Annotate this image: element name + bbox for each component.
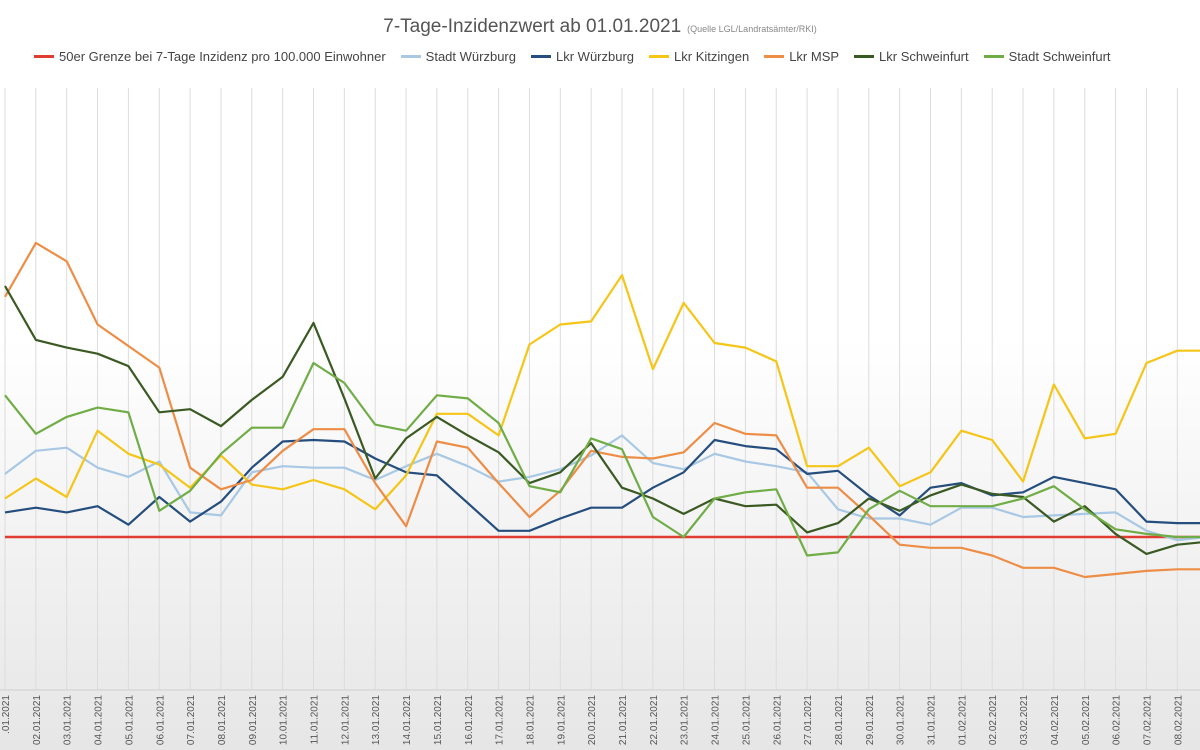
series-line-6 xyxy=(4,361,1200,557)
legend-label: 50er Grenze bei 7-Tage Inzidenz pro 100.… xyxy=(59,48,386,64)
x-tick-label: 03.01.2021 xyxy=(63,695,74,745)
x-tick-label: 06.01.2021 xyxy=(155,695,166,745)
chart-title: 7-Tage-Inzidenzwert ab 01.01.2021 (Quelle… xyxy=(0,16,1200,38)
x-tick-label: 16.01.2021 xyxy=(464,695,475,745)
legend-label: Stadt Würzburg xyxy=(425,48,516,64)
x-tick-label: 05.01.2021 xyxy=(124,695,135,745)
legend-swatch xyxy=(531,54,551,58)
legend-label: Lkr Schweinfurt xyxy=(879,48,969,64)
series-line-2 xyxy=(4,438,1200,532)
legend-item: Lkr Schweinfurt xyxy=(854,49,969,64)
chart-subtitle: (Quelle LGL/Landratsämter/RKI) xyxy=(687,24,817,34)
legend-swatch xyxy=(983,54,1004,58)
x-tick-label: 23.01.2021 xyxy=(680,695,691,745)
x-tick-label: 05.02.2021 xyxy=(1081,695,1092,745)
x-tick-label: 18.01.2021 xyxy=(525,695,536,745)
legend-item: 50er Grenze bei 7-Tage Inzidenz pro 100.… xyxy=(34,49,386,64)
series-line-3 xyxy=(4,274,1200,511)
legend-swatch xyxy=(34,54,54,58)
legend-label: Lkr Kitzingen xyxy=(674,48,750,64)
x-tick-label: 04.02.2021 xyxy=(1050,695,1061,745)
x-tick-label: 15.01.2021 xyxy=(433,695,444,745)
x-tick-label: 30.01.2021 xyxy=(896,695,907,745)
legend-item: Lkr Kitzingen xyxy=(649,49,749,64)
legend-swatch xyxy=(764,54,785,58)
legend-label: Stadt Schweinfurt xyxy=(1008,48,1111,64)
x-tick-label: 10.01.2021 xyxy=(279,695,290,745)
x-tick-label: 06.02.2021 xyxy=(1112,695,1123,745)
x-tick-label: 07.01.2021 xyxy=(186,695,197,745)
legend-item: Lkr Würzburg xyxy=(531,49,634,64)
x-tick-label: 29.01.2021 xyxy=(865,695,876,745)
x-tick-label: 21.01.2021 xyxy=(618,695,629,745)
legend-item: Stadt Würzburg xyxy=(400,48,516,64)
x-tick-label: 31.01.2021 xyxy=(927,695,938,745)
x-tick-label: 25.01.2021 xyxy=(741,695,752,745)
x-tick-label: .01.2021 xyxy=(1,695,12,734)
x-tick-label: 08.02.2021 xyxy=(1173,695,1184,745)
x-tick-label: 03.02.2021 xyxy=(1019,695,1030,745)
chart-title-text: 7-Tage-Inzidenzwert ab 01.01.2021 xyxy=(383,16,682,37)
x-tick-label: 28.01.2021 xyxy=(834,695,845,745)
x-tick-label: 11.01.2021 xyxy=(310,695,321,745)
x-tick-label: 26.01.2021 xyxy=(772,695,783,745)
x-tick-label: 24.01.2021 xyxy=(711,695,722,745)
x-tick-label: 04.01.2021 xyxy=(94,695,105,745)
x-tick-label: 12.01.2021 xyxy=(340,695,351,745)
x-tick-label: 02.01.2021 xyxy=(32,695,43,745)
x-tick-label: 20.01.2021 xyxy=(587,695,598,745)
legend-swatch xyxy=(400,54,421,58)
x-tick-label: 17.01.2021 xyxy=(495,695,506,745)
legend-label: Lkr MSP xyxy=(789,48,840,64)
x-tick-label: 09.01.2021 xyxy=(248,695,259,745)
series-line-1 xyxy=(4,434,1200,542)
x-tick-label: 14.01.2021 xyxy=(402,695,413,745)
x-tick-label: 08.01.2021 xyxy=(217,695,228,745)
x-tick-label: 02.02.2021 xyxy=(988,695,999,745)
legend-item: Stadt Schweinfurt xyxy=(983,48,1111,64)
x-tick-label: 27.01.2021 xyxy=(803,695,814,745)
x-tick-label: 01.02.2021 xyxy=(957,695,968,745)
legend-swatch xyxy=(649,54,670,58)
x-tick-label: 07.02.2021 xyxy=(1142,695,1153,745)
x-tick-label: 13.01.2021 xyxy=(371,695,382,745)
legend-swatch xyxy=(854,54,875,58)
chart-legend: 50er Grenze bei 7-Tage Inzidenz pro 100.… xyxy=(34,46,1200,66)
series-line-5 xyxy=(4,285,1200,556)
legend-item: Lkr MSP xyxy=(764,49,839,64)
legend-label: Lkr Würzburg xyxy=(556,48,635,64)
series-line-4 xyxy=(4,241,1200,579)
x-tick-label: 19.01.2021 xyxy=(556,695,567,745)
x-tick-label: 22.01.2021 xyxy=(649,695,660,745)
